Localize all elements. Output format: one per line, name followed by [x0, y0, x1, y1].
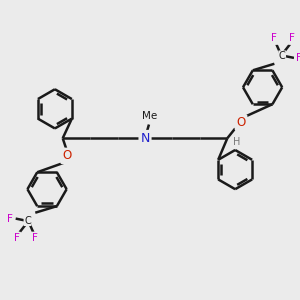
Text: O: O — [236, 116, 246, 129]
Text: F: F — [289, 33, 295, 43]
Text: F: F — [7, 214, 13, 224]
Text: C: C — [279, 51, 286, 61]
Text: C: C — [24, 216, 31, 226]
Text: F: F — [296, 53, 300, 63]
Text: F: F — [272, 33, 277, 43]
Text: F: F — [32, 233, 38, 243]
Text: H: H — [233, 137, 241, 147]
Text: F: F — [14, 233, 20, 243]
Text: Me: Me — [142, 111, 158, 121]
Text: O: O — [62, 149, 71, 162]
Text: N: N — [140, 132, 150, 145]
